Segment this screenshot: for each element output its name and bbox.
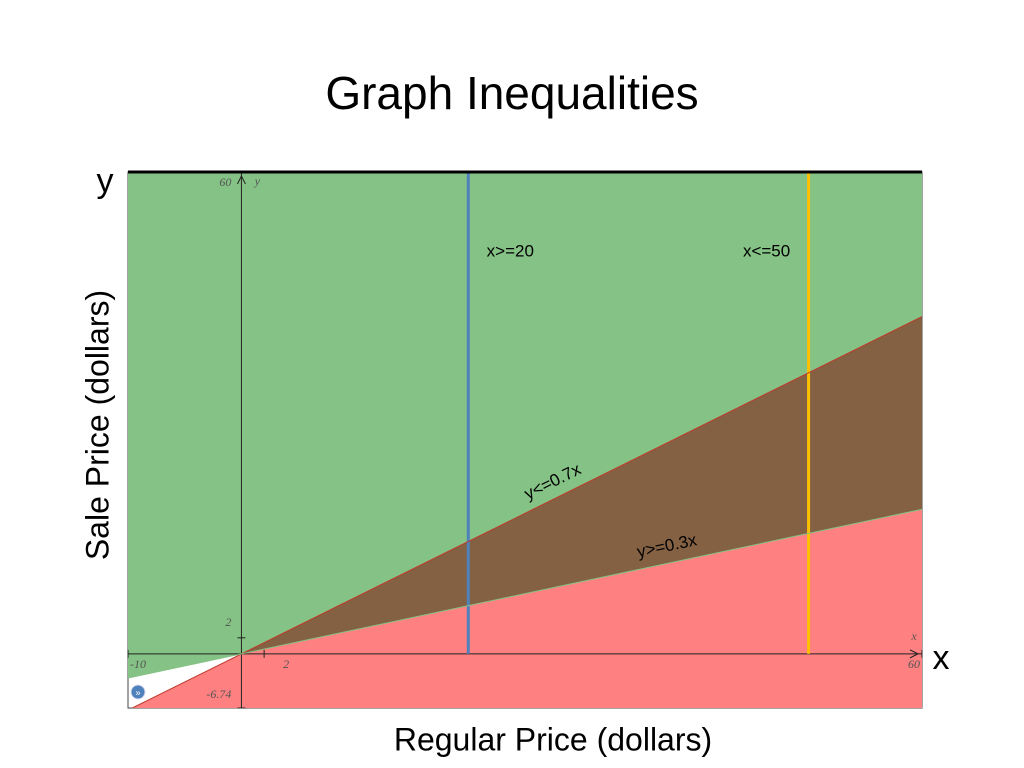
x-tick-label: 60 [908, 657, 920, 671]
y-tick-label: 60 [219, 175, 231, 189]
boundary-line [131, 316, 922, 708]
y-tick-label: 2 [225, 615, 231, 629]
line-label: x>=20 [487, 241, 534, 260]
axes: y x -10 2 60 -6.74 2 60 [127, 171, 923, 709]
x-axis-label: Regular Price (dollars) [394, 721, 712, 757]
shaded-region [128, 172, 922, 678]
regions [128, 172, 922, 708]
x-axis-name-small: x [910, 629, 917, 643]
y-axis-label: Sale Price (dollars) [79, 290, 115, 560]
x-axis-name: x [933, 639, 950, 677]
boundaries [128, 172, 922, 708]
expand-icon [130, 684, 146, 700]
y-tick-label: -6.74 [206, 687, 231, 701]
x-tick-label: -10 [130, 657, 146, 671]
slide-title: Graph Inequalities [325, 67, 698, 119]
y-axis-name: y [97, 162, 114, 200]
y-axis-name-small: y [254, 174, 261, 188]
x-arrow [909, 649, 920, 659]
shaded-region [128, 316, 922, 708]
x-tick-label: 2 [283, 657, 289, 671]
expand-icon-glyph: » [135, 687, 140, 697]
line-label: x<=50 [743, 241, 790, 260]
y-arrow [236, 174, 246, 185]
boundary-line [128, 508, 922, 679]
